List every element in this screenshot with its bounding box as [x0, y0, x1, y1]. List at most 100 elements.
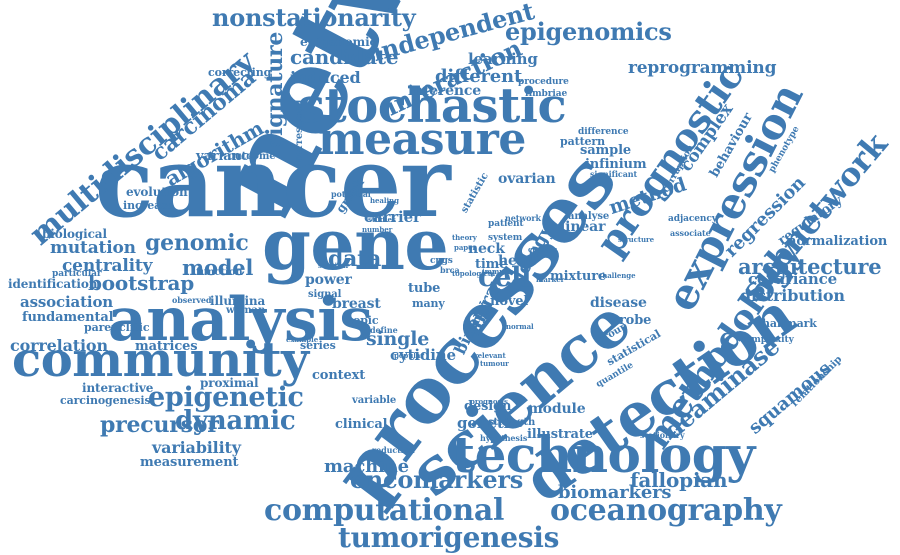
word: illumina [210, 294, 266, 308]
word: associate [670, 228, 711, 238]
word: fundamental [22, 310, 114, 325]
word: induced [290, 68, 361, 87]
word: complexity [740, 335, 794, 345]
word: paper [454, 243, 477, 252]
word: gene [262, 203, 449, 286]
word: context [312, 368, 366, 383]
word: many [412, 297, 445, 310]
word: biological [42, 227, 107, 241]
word: tumorigenesis [338, 521, 560, 554]
word: reduction [372, 445, 415, 455]
word: inference [408, 83, 482, 99]
word: analysis [108, 285, 373, 355]
word: learning [468, 50, 538, 68]
word: breast [332, 296, 381, 312]
word: association [20, 293, 114, 311]
word: particular [52, 269, 102, 279]
word: oncomarkers [350, 465, 524, 494]
word: prognosis [470, 397, 508, 406]
word: chronic [528, 245, 558, 254]
word: outcome [228, 151, 276, 162]
word: clinical [335, 417, 388, 432]
word: mutation [50, 238, 136, 258]
word: network [505, 213, 542, 223]
word: genetic [457, 414, 519, 432]
word: cytidine [390, 346, 456, 364]
word: variable [352, 395, 397, 406]
word: identification [8, 277, 98, 291]
word: variability [152, 438, 241, 457]
word: module [528, 401, 586, 417]
word: hypothesis [480, 433, 528, 443]
word: data [328, 246, 382, 272]
word: power [305, 272, 352, 288]
word: parenclitic [84, 321, 150, 334]
word: model [182, 255, 254, 280]
word: cpgs [430, 256, 453, 266]
word: interactive [82, 381, 154, 395]
word: single [366, 328, 430, 350]
word: measurement [140, 455, 239, 470]
word: difference [578, 127, 629, 137]
word: matrices [135, 339, 198, 354]
word: time [475, 257, 508, 272]
word: significant [590, 169, 638, 179]
word: potential [331, 189, 371, 199]
word: stationary [640, 430, 685, 440]
word: theory [452, 233, 477, 242]
word: brca [440, 265, 460, 275]
word: structure [618, 235, 655, 244]
word: carrier [364, 208, 421, 226]
word: fimbriae [525, 89, 568, 99]
word: signal [308, 289, 342, 300]
word: precursor [100, 412, 219, 438]
word: architecture [738, 254, 882, 279]
word: patient [488, 219, 524, 229]
word: community [12, 332, 309, 388]
word: epigenomic [300, 35, 377, 49]
word: relevant [474, 351, 506, 360]
word: variance [196, 149, 257, 164]
word: machine [324, 456, 409, 477]
word: challenge [598, 271, 636, 280]
word: linear [560, 219, 606, 235]
word: reprogramming [628, 58, 777, 78]
word: correlation [10, 336, 108, 355]
word: measure [318, 114, 526, 165]
word: procedure [518, 77, 569, 87]
word: observed [172, 295, 212, 305]
word: carcinogenesis [60, 394, 151, 407]
word: centrality [62, 256, 153, 276]
word: stochastic [298, 78, 567, 134]
word: bootstrap [88, 271, 195, 295]
word: correspond [294, 99, 305, 162]
word: normal [506, 322, 534, 331]
word: nonstationarity [212, 3, 416, 32]
word: woman [226, 305, 266, 316]
word: pattern [560, 135, 606, 148]
word: increase [123, 199, 175, 212]
word: topic [348, 314, 379, 327]
word: adjacency [668, 214, 717, 224]
word: probe [610, 313, 652, 328]
word: define [370, 325, 398, 335]
word: marker [536, 275, 565, 284]
word: infinium [585, 157, 647, 172]
word: technology [452, 425, 755, 484]
word: ovarian [498, 171, 556, 187]
word: function [196, 267, 243, 278]
word: illustrate [527, 427, 593, 442]
word: neck [468, 241, 505, 257]
word: correcting [208, 66, 272, 79]
word: fallopian [630, 468, 728, 492]
word: immune [482, 267, 514, 276]
word: tumour [480, 359, 509, 368]
word: sample [580, 143, 632, 158]
word: different [435, 66, 523, 87]
word: epigenomics [505, 17, 672, 46]
word: tube [408, 281, 441, 296]
word: covariance [748, 270, 837, 288]
word: topological [452, 269, 496, 278]
word: head [498, 253, 536, 269]
